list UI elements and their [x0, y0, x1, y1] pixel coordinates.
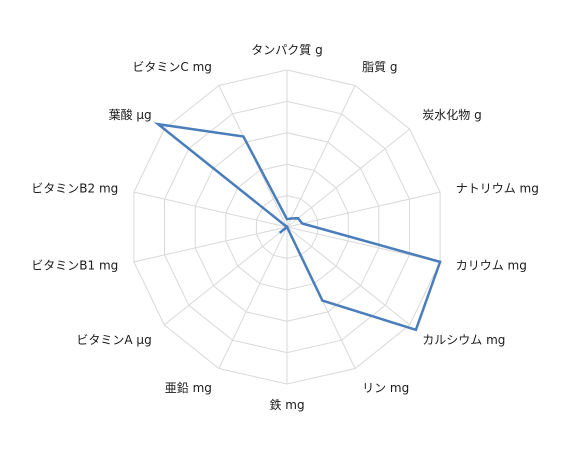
grid-spoke	[133, 191, 288, 228]
grid-spoke	[286, 85, 356, 228]
grid-spoke	[286, 191, 441, 228]
axis-label: タンパク質 g	[251, 42, 322, 57]
axis-label: ナトリウム mg	[456, 182, 539, 196]
axis-label: カリウム mg	[456, 259, 527, 273]
grid-spoke	[133, 226, 288, 263]
axis-label: 炭水化物 g	[422, 108, 481, 122]
grid-spoke	[286, 128, 411, 228]
axis-label: カルシウム mg	[422, 333, 505, 347]
axis-label: ビタミンB2 mg	[31, 182, 118, 196]
grid-spoke	[286, 226, 411, 326]
axis-label: ビタミンB1 mg	[31, 259, 118, 273]
axis-label: 脂質 g	[362, 59, 397, 74]
series-line	[153, 122, 442, 332]
axis-label: ビタミンC mg	[132, 60, 212, 74]
axis-label: リン mg	[362, 381, 409, 395]
grid-spoke	[163, 226, 288, 326]
axis-label: 鉄 mg	[269, 397, 304, 412]
axis-label: 葉酸 μg	[109, 107, 152, 122]
grid-spoke	[218, 226, 288, 369]
axis-label: ビタミンA μg	[76, 333, 151, 347]
axis-label: 亜鉛 mg	[165, 381, 212, 395]
